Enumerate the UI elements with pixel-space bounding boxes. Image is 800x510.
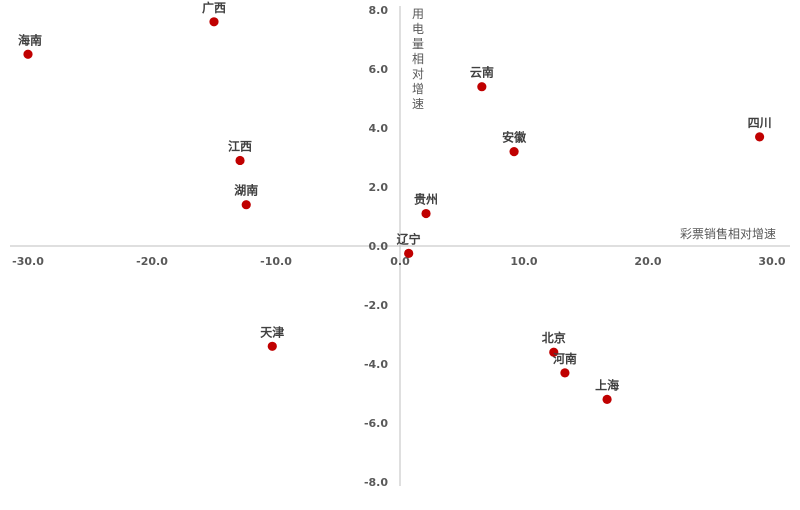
x-tick-label: 10.0 (510, 255, 537, 268)
data-point-label: 海南 (18, 32, 42, 47)
x-tick-label: -20.0 (136, 255, 168, 268)
data-point (235, 155, 245, 166)
data-point (267, 341, 277, 351)
y-tick-label: 8.0 (369, 4, 389, 17)
x-tick-labels: -30.0 -20.0 -10.0 0.0 10.0 20.0 30.0 (12, 255, 786, 268)
data-point (209, 17, 219, 27)
y-tick-label: 2.0 (369, 181, 389, 194)
data-point-label: 江西 (228, 138, 252, 153)
data-point (755, 132, 765, 142)
data-point (421, 208, 431, 219)
data-point-label: 辽宁 (397, 231, 421, 246)
y-tick-label: -4.0 (364, 358, 388, 371)
data-point-label: 云南 (470, 65, 494, 80)
data-point (241, 200, 251, 210)
y-tick-label: 0.0 (369, 240, 389, 253)
data-point (23, 49, 33, 59)
data-point (404, 248, 414, 258)
data-point-label: 广西 (202, 0, 226, 15)
y-tick-label: -2.0 (364, 299, 388, 312)
y-tick-label: 6.0 (369, 63, 389, 76)
x-tick-label: 20.0 (634, 255, 661, 268)
y-axis-title: 用电量相对增速 (412, 7, 424, 111)
x-tick-label: 30.0 (758, 255, 785, 268)
x-tick-label: -30.0 (12, 255, 44, 268)
data-point-label: 四川 (748, 116, 772, 130)
y-tick-labels: 8.0 6.0 4.0 2.0 0.0 -2.0 -4.0 -6.0 -8.0 (364, 4, 388, 489)
data-point-label: 北京 (542, 330, 566, 345)
y-tick-label: -6.0 (364, 417, 388, 430)
y-tick-label: 4.0 (369, 122, 389, 135)
x-tick-label: 0.0 (390, 255, 410, 268)
data-point-label: 贵州 (414, 192, 438, 207)
data-point-label: 湖南 (234, 183, 258, 198)
data-point (509, 147, 519, 157)
data-point (477, 82, 487, 92)
data-point-label: 上海 (595, 377, 619, 392)
x-tick-label: -10.0 (260, 255, 292, 268)
data-point (549, 347, 559, 357)
data-point (560, 368, 570, 378)
x-axis-title: 彩票销售相对增速 (680, 226, 776, 241)
data-point-label: 天津 (260, 324, 284, 339)
data-point (602, 394, 612, 404)
y-tick-label: -8.0 (364, 476, 388, 489)
data-point-label: 安徽 (502, 130, 527, 145)
data-point-label: 河南 (552, 351, 577, 366)
